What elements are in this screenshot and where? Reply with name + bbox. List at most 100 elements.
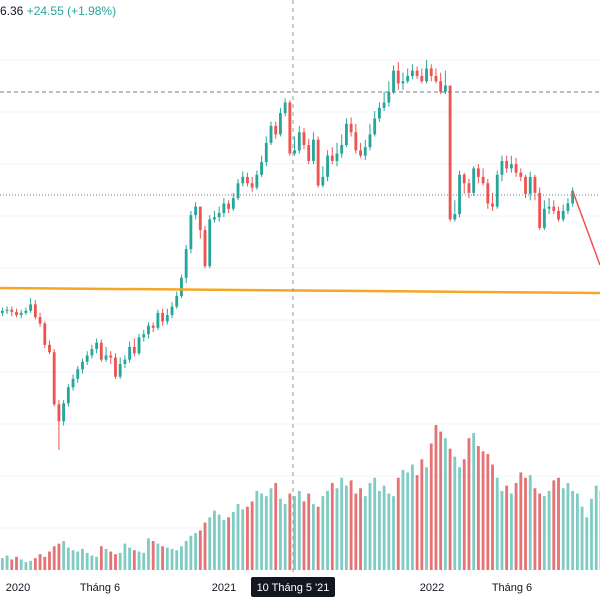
candle-body	[15, 311, 18, 316]
volume-bar	[57, 543, 61, 570]
volume-bar	[491, 464, 494, 570]
candle-body	[434, 75, 438, 82]
candle-body	[486, 183, 490, 204]
candle-body	[425, 68, 428, 82]
candle-body	[52, 352, 56, 405]
candle-body	[76, 369, 80, 379]
candle-body	[547, 206, 551, 209]
candle-body	[340, 145, 344, 154]
candle-body	[373, 118, 377, 135]
candle-body	[264, 142, 268, 163]
candle-body	[302, 132, 306, 146]
volume-bar	[434, 425, 438, 570]
volume-bar	[274, 483, 278, 570]
volume-bar	[180, 546, 183, 570]
volume-bar	[99, 546, 103, 570]
volume-bar	[142, 552, 146, 570]
candle-body	[189, 215, 193, 250]
volume-bar	[509, 493, 513, 570]
volume-bar	[326, 490, 329, 570]
volume-bar	[453, 456, 457, 570]
volume-bar	[227, 517, 230, 570]
candle-body	[566, 203, 570, 211]
volume-bar	[542, 496, 546, 570]
volume-bar	[184, 541, 188, 570]
candle-body	[38, 317, 42, 324]
candle-body	[429, 68, 433, 76]
volume-bar	[368, 483, 372, 570]
time-axis-label: 2022	[420, 582, 444, 594]
volume-bar	[255, 490, 259, 570]
volume-bar	[10, 559, 14, 570]
candle-body	[321, 176, 325, 186]
volume-bar	[363, 496, 367, 570]
volume-bar	[547, 490, 551, 570]
volume-bar	[81, 548, 84, 570]
candle-body	[533, 176, 537, 193]
volume-bar	[420, 459, 424, 570]
grid	[0, 59, 600, 529]
volume-bar	[354, 493, 358, 570]
crosshair-date-label: 10 Tháng 5 '21	[257, 582, 330, 594]
volume-bar	[19, 559, 23, 570]
candle-body	[118, 363, 122, 377]
candle-body	[283, 102, 287, 114]
candle-body	[123, 359, 127, 364]
candle-body	[359, 150, 362, 156]
candle-body	[132, 346, 136, 354]
volume-bar	[566, 483, 570, 570]
volume-bar	[0, 558, 4, 570]
volume-bar	[236, 504, 240, 570]
volume-bar	[580, 506, 584, 570]
candle-body	[170, 306, 174, 316]
trend-line	[571, 190, 600, 266]
volume-bar	[557, 477, 560, 570]
volume-bar	[590, 498, 593, 570]
candle-body	[114, 357, 117, 377]
candle-body	[43, 323, 47, 345]
candle-body	[81, 361, 84, 370]
volume-bar	[151, 541, 155, 570]
volume-bar	[373, 477, 377, 570]
price-change: +24.55 (+1.98%)	[26, 4, 117, 18]
candle-body	[476, 168, 480, 177]
candle-body	[213, 217, 216, 220]
volume-bar	[519, 472, 523, 570]
volume-bar	[208, 517, 212, 570]
candle-body	[137, 337, 141, 354]
candle-body	[147, 325, 150, 335]
volume-bar	[425, 467, 428, 570]
candle-body	[519, 172, 523, 177]
candle-body	[514, 164, 518, 173]
candle-body	[406, 75, 410, 82]
volume-bar	[52, 546, 56, 570]
candle-body	[387, 91, 391, 103]
volume-bar	[321, 496, 325, 570]
candle-body	[495, 174, 499, 207]
volume-bar	[481, 451, 485, 570]
volume-bar	[571, 490, 575, 570]
candle-body	[293, 150, 296, 154]
support-line[interactable]	[0, 286, 600, 295]
volume-bar	[71, 550, 75, 570]
candlesticks	[0, 60, 600, 450]
candle-body	[10, 309, 14, 312]
volume-bar	[137, 551, 141, 570]
candle-body	[269, 125, 273, 143]
candle-body	[33, 304, 37, 318]
candle-body	[368, 134, 372, 148]
volume-bar	[147, 538, 150, 570]
volume-bar	[316, 506, 320, 570]
candle-body	[71, 378, 75, 388]
candle-body	[415, 70, 419, 76]
candle-body	[241, 176, 245, 184]
volume-bar	[198, 530, 202, 570]
volume-bar	[458, 467, 461, 570]
volume-bar	[524, 477, 527, 570]
candle-body	[208, 219, 212, 267]
candle-body	[85, 355, 89, 362]
volume-bar	[85, 552, 89, 570]
volume-bar	[170, 548, 174, 570]
volume-bar	[203, 522, 207, 570]
